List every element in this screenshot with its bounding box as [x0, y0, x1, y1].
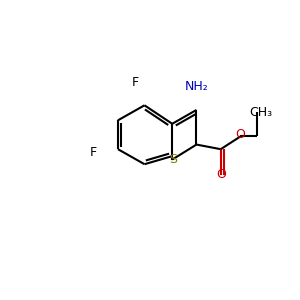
- Text: F: F: [132, 76, 139, 89]
- Text: S: S: [169, 153, 177, 166]
- Text: O: O: [216, 168, 226, 181]
- Text: O: O: [236, 128, 245, 141]
- Text: NH₂: NH₂: [184, 80, 208, 93]
- Text: CH₃: CH₃: [250, 106, 273, 119]
- Text: F: F: [90, 146, 97, 159]
